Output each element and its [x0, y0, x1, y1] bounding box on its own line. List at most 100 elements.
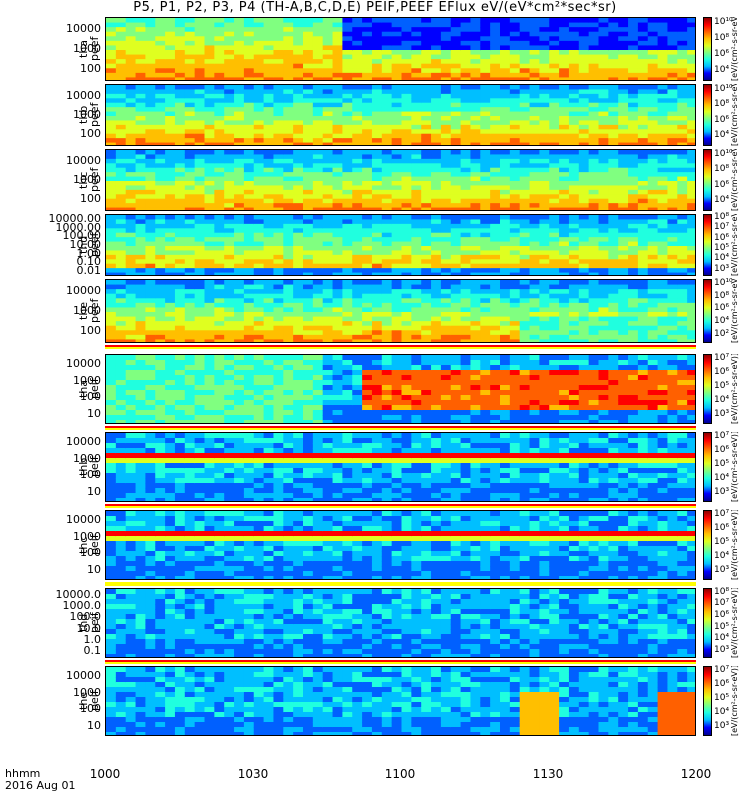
- heatmap-cell: [667, 120, 678, 126]
- heatmap-cell: [431, 302, 442, 309]
- heatmap-cell: [539, 150, 550, 156]
- heatmap-cell: [145, 254, 156, 260]
- heatmap-cell: [490, 45, 501, 51]
- heatmap-cell: [273, 246, 284, 252]
- heatmap-cell: [155, 98, 166, 104]
- heatmap-cell: [214, 237, 225, 243]
- heatmap-cell: [500, 150, 511, 156]
- heatmap-cell: [214, 142, 225, 145]
- heatmap-cell: [214, 116, 225, 122]
- heatmap-cell: [568, 45, 580, 51]
- heatmap-cell: [509, 59, 521, 65]
- heatmap-cell: [155, 31, 166, 37]
- heatmap-cell: [401, 250, 412, 256]
- heatmap-cell: [312, 219, 324, 225]
- heatmap-cell: [628, 98, 639, 104]
- heatmap-cell: [519, 325, 531, 331]
- heatmap-cell: [214, 31, 225, 37]
- heatmap-cell: [401, 176, 412, 182]
- heatmap-cell: [391, 316, 403, 322]
- heatmap-cell: [204, 246, 215, 252]
- heatmap-cell: [470, 272, 481, 275]
- heatmap-cell: [647, 93, 659, 99]
- heatmap-cell: [293, 410, 304, 416]
- heatmap-cell: [618, 150, 629, 156]
- heatmap-cell: [342, 154, 353, 160]
- heatmap-cell: [500, 59, 511, 65]
- heatmap-cell: [421, 298, 432, 304]
- heatmap-cell: [509, 89, 521, 95]
- heatmap-cell: [243, 307, 255, 313]
- heatmap-cell: [303, 370, 314, 376]
- heatmap-cell: [352, 410, 363, 416]
- heatmap-cell: [588, 268, 600, 274]
- heatmap-cell: [539, 246, 550, 252]
- heatmap-cell: [628, 185, 639, 191]
- heatmap-cell: [194, 355, 206, 361]
- heatmap-cell: [155, 154, 166, 160]
- heatmap-cell: [411, 302, 422, 309]
- heatmap-cell: [529, 163, 540, 169]
- heatmap-cell: [421, 420, 432, 423]
- heatmap-cell: [125, 111, 137, 117]
- heatmap-cell: [539, 111, 550, 117]
- heatmap-cell: [391, 395, 403, 401]
- heatmap-cell: [214, 232, 225, 238]
- heatmap-cell: [401, 124, 412, 130]
- heatmap-cell: [174, 289, 186, 295]
- heatmap-cell: [480, 316, 491, 322]
- heatmap-cell: [303, 40, 314, 47]
- heatmap-cell: [431, 395, 442, 401]
- heatmap-cell: [431, 316, 442, 322]
- heatmap-cell: [342, 194, 353, 200]
- heatmap-cell: [450, 22, 462, 28]
- heatmap-cell: [578, 228, 590, 234]
- heatmap-cell: [214, 415, 225, 421]
- heatmap-cell: [342, 215, 353, 221]
- heatmap-cell: [450, 120, 462, 126]
- heatmap-cell: [253, 325, 265, 331]
- heatmap-cell: [431, 241, 442, 247]
- heatmap-cell: [273, 219, 284, 225]
- heatmap-cell: [539, 215, 550, 221]
- heatmap-cell: [391, 330, 403, 336]
- heatmap-cell: [135, 250, 146, 256]
- heatmap-cell: [539, 22, 550, 28]
- heatmap-cell: [165, 223, 176, 229]
- heatmap-cell: [125, 284, 137, 290]
- heatmap-cell: [362, 237, 373, 243]
- heatmap-cell: [667, 289, 678, 295]
- heatmap-cell: [519, 237, 531, 243]
- heatmap-cell: [381, 203, 393, 209]
- heatmap-cell: [519, 334, 531, 341]
- heatmap-cell: [470, 158, 481, 164]
- heatmap-cell: [165, 293, 176, 299]
- heatmap-cell: [598, 259, 609, 265]
- heatmap-cell: [204, 54, 215, 60]
- heatmap-cell: [608, 36, 619, 42]
- heatmap-cell: [421, 370, 432, 376]
- heatmap-cell: [283, 280, 294, 286]
- heatmap-cell: [559, 59, 570, 65]
- heatmap-cell: [332, 22, 343, 28]
- heatmap-cell: [657, 316, 669, 322]
- heatmap-cell: [362, 50, 373, 56]
- heatmap-cell: [598, 237, 609, 243]
- panel-1-spectrogram: [105, 84, 696, 146]
- heatmap-cell: [667, 172, 678, 178]
- heatmap-cell: [283, 154, 294, 160]
- heatmap-cell: [450, 272, 462, 275]
- heatmap-cell: [214, 85, 225, 91]
- heatmap-cell: [293, 50, 304, 56]
- heatmap-cell: [381, 93, 393, 99]
- heatmap-cell: [578, 45, 590, 51]
- heatmap-cell: [342, 420, 353, 423]
- heatmap-cell: [362, 272, 373, 275]
- heatmap-cell: [460, 158, 472, 164]
- heatmap-cell: [568, 107, 580, 113]
- heatmap-cell: [371, 124, 383, 130]
- heatmap-cell: [637, 289, 649, 295]
- heatmap-cell: [450, 116, 462, 122]
- heatmap-cell: [234, 289, 245, 295]
- heatmap-cell: [194, 107, 206, 113]
